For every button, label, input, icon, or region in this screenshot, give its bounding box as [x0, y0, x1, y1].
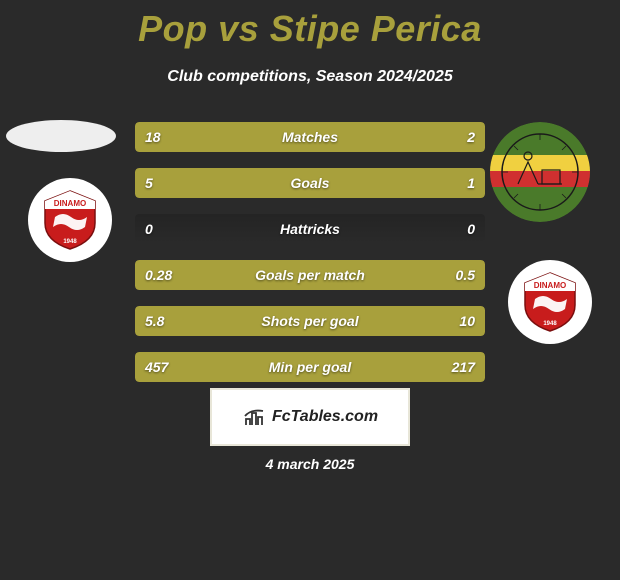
stat-label: Matches — [135, 122, 485, 152]
svg-text:1948: 1948 — [63, 239, 77, 245]
player-left-photo-placeholder — [6, 120, 116, 152]
stat-right-value: 217 — [452, 352, 475, 382]
page-title: Pop vs Stipe Perica — [0, 0, 620, 50]
footer-brand-text: FcTables.com — [272, 408, 378, 426]
svg-text:1948: 1948 — [543, 321, 557, 327]
stats-container: 18 Matches 2 5 Goals 1 0 Hattricks 0 0.2… — [135, 122, 485, 398]
club-left-badge: DINAMO 1948 — [28, 178, 112, 262]
stat-label: Shots per goal — [135, 306, 485, 336]
svg-text:DINAMO: DINAMO — [54, 199, 86, 208]
stat-right-value: 1 — [467, 168, 475, 198]
svg-text:DINAMO: DINAMO — [534, 281, 566, 290]
stat-row-goals: 5 Goals 1 — [135, 168, 485, 198]
stat-right-value: 2 — [467, 122, 475, 152]
footer-brand-badge[interactable]: FcTables.com — [210, 388, 410, 446]
stat-right-value: 0 — [467, 214, 475, 244]
stat-label: Goals per match — [135, 260, 485, 290]
page-subtitle: Club competitions, Season 2024/2025 — [0, 68, 620, 86]
player-right-photo — [490, 122, 590, 222]
stat-label: Hattricks — [135, 214, 485, 244]
stat-row-matches: 18 Matches 2 — [135, 122, 485, 152]
stat-row-gpm: 0.28 Goals per match 0.5 — [135, 260, 485, 290]
dinamo-crest-icon: DINAMO 1948 — [517, 269, 583, 335]
stat-label: Min per goal — [135, 352, 485, 382]
stat-row-mpg: 457 Min per goal 217 — [135, 352, 485, 382]
stat-row-hattricks: 0 Hattricks 0 — [135, 214, 485, 244]
club-right-badge: DINAMO 1948 — [508, 260, 592, 344]
stat-row-spg: 5.8 Shots per goal 10 — [135, 306, 485, 336]
dinamo-crest-icon: DINAMO 1948 — [37, 187, 103, 253]
stat-label: Goals — [135, 168, 485, 198]
footer-date: 4 march 2025 — [0, 456, 620, 472]
stat-right-value: 0.5 — [456, 260, 475, 290]
stat-right-value: 10 — [459, 306, 475, 336]
fctables-logo-icon — [242, 405, 266, 429]
